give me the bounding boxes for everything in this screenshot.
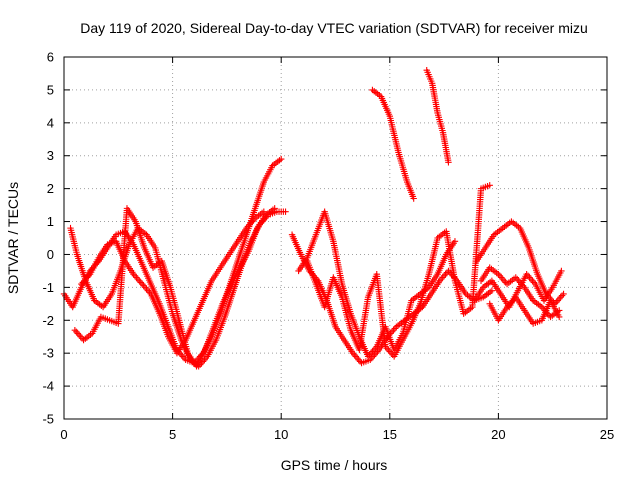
y-tick-label: 5 <box>47 82 54 97</box>
data-point <box>356 358 364 365</box>
data-point <box>140 282 147 289</box>
data-point <box>445 159 452 166</box>
y-axis-label: SDTVAR / TECUs <box>5 182 21 294</box>
data-point <box>557 294 564 301</box>
x-tick-label: 5 <box>169 427 176 442</box>
data-points <box>60 66 567 370</box>
data-point <box>352 353 359 360</box>
data-point <box>556 313 563 321</box>
data-point <box>486 182 493 189</box>
data-point <box>556 295 563 303</box>
grid-lines <box>64 57 607 419</box>
data-point <box>529 277 536 284</box>
y-tick-label: 1 <box>47 214 54 229</box>
data-point <box>141 284 149 291</box>
data-point <box>74 330 81 337</box>
x-tick-label: 0 <box>60 427 67 442</box>
data-point <box>278 155 285 163</box>
series-arc-g <box>304 182 493 360</box>
y-tick-label: 4 <box>47 115 54 130</box>
data-point <box>136 277 143 284</box>
data-point <box>282 208 289 215</box>
y-tick-label: -3 <box>42 346 54 361</box>
data-point <box>271 205 278 212</box>
data-point <box>514 275 521 283</box>
series-arc-l <box>471 267 565 311</box>
plot-frame <box>63 56 608 420</box>
data-point <box>71 326 79 334</box>
data-point <box>137 279 144 286</box>
x-tick-label: 20 <box>491 427 505 442</box>
data-point <box>133 274 140 281</box>
y-tick-label: 2 <box>47 181 54 196</box>
series-arc-m <box>486 294 563 327</box>
data-point <box>390 326 397 334</box>
y-tick-label: -5 <box>42 412 54 427</box>
data-point <box>260 208 268 215</box>
data-point <box>143 285 150 293</box>
chart-title: Day 119 of 2020, Sidereal Day-to-day VTE… <box>80 20 588 36</box>
data-point <box>558 267 565 275</box>
y-tick-label: 3 <box>47 148 54 163</box>
data-point <box>76 331 83 339</box>
y-tick-label: -4 <box>42 379 54 394</box>
y-tick-label: -1 <box>42 280 54 295</box>
x-tick-labels: 0 5 10 15 20 25 <box>60 427 614 442</box>
data-point <box>499 275 506 283</box>
y-tick-label: 6 <box>47 50 54 65</box>
y-tick-label: -2 <box>42 313 54 328</box>
data-point <box>134 275 142 283</box>
x-tick-label: 15 <box>383 427 397 442</box>
data-point <box>554 297 561 304</box>
x-axis-label: GPS time / hours <box>281 457 388 473</box>
data-point <box>354 354 361 362</box>
series-arc-j <box>473 218 567 308</box>
data-point <box>445 267 452 275</box>
data-point <box>410 195 417 202</box>
data-point <box>558 292 566 299</box>
y-tick-labels: -5 -4 -3 -2 -1 0 1 2 3 4 5 6 <box>42 50 54 427</box>
data-point <box>440 272 448 280</box>
data-point <box>386 348 393 355</box>
data-point <box>442 271 449 278</box>
data-point <box>451 238 459 245</box>
data-point <box>496 272 504 280</box>
data-point <box>560 290 567 298</box>
x-tick-label: 25 <box>600 427 614 442</box>
x-tick-label: 10 <box>274 427 288 442</box>
data-point <box>527 275 535 283</box>
data-point <box>391 325 399 332</box>
data-point <box>73 328 80 335</box>
series-arc-h <box>369 86 417 202</box>
data-point <box>498 274 505 281</box>
data-point <box>526 274 533 281</box>
data-point <box>138 280 146 288</box>
data-point <box>488 287 496 294</box>
data-point <box>439 274 446 281</box>
y-tick-label: 0 <box>47 247 54 262</box>
series-arc-i <box>423 66 452 166</box>
series-arc-d <box>78 208 268 357</box>
